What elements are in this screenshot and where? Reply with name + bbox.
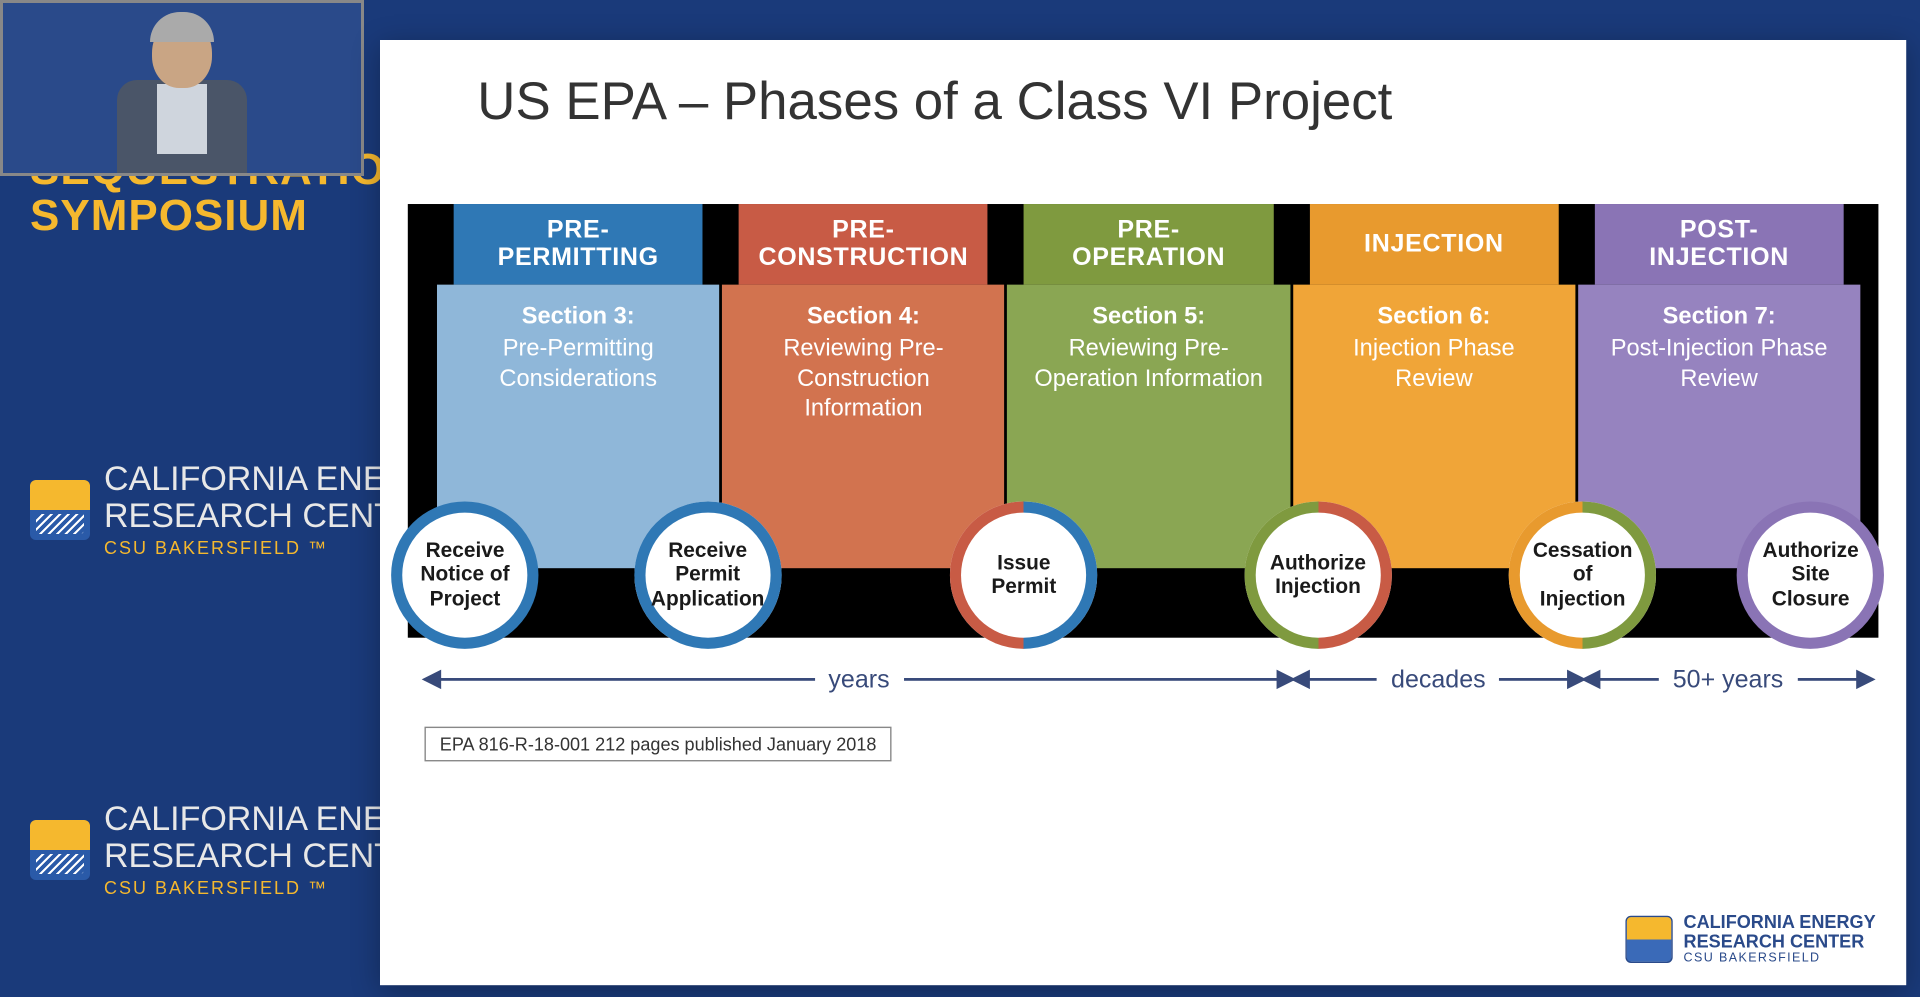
timeline-label: years: [815, 665, 904, 694]
footer-logo-icon: [1625, 915, 1672, 962]
milestone-circle: Cessation of Injection: [1509, 501, 1656, 648]
presentation-slide: US EPA – Phases of a Class VI Project PR…: [380, 40, 1906, 985]
footer-org-sub: CSU BAKERSFIELD: [1684, 952, 1876, 966]
timeline-segment: years: [424, 665, 1293, 694]
arrow-left-icon: [424, 678, 814, 681]
slide-footer-logo: CALIFORNIA ENERGY RESEARCH CENTER CSU BA…: [1625, 912, 1875, 965]
slide-title: US EPA – Phases of a Class VI Project: [380, 40, 1906, 133]
milestone-circle: Receive Notice of Project: [391, 501, 538, 648]
arrow-right-icon: [903, 678, 1293, 681]
milestone-circle: Authorize Site Closure: [1737, 501, 1884, 648]
timeline-label: decades: [1377, 665, 1499, 694]
footer-org-line1: CALIFORNIA ENERGY: [1684, 912, 1876, 932]
backdrop-logo-icon: [30, 480, 90, 540]
timeline: years decades 50+ years: [424, 652, 1872, 708]
arrow-left-icon: [1583, 678, 1659, 681]
speaker-silhouette: [122, 8, 242, 168]
footer-org-line2: RESEARCH CENTER: [1684, 932, 1876, 952]
timeline-label: 50+ years: [1659, 665, 1797, 694]
milestone-circle: Receive Permit Application: [634, 501, 781, 648]
timeline-segment: decades: [1294, 665, 1584, 694]
arrow-right-icon: [1500, 678, 1584, 681]
milestone-circle: Issue Permit: [950, 501, 1097, 648]
timeline-segment: 50+ years: [1583, 665, 1873, 694]
arrow-right-icon: [1797, 678, 1873, 681]
arrow-left-icon: [1294, 678, 1378, 681]
milestones-layer: Receive Notice of ProjectReceive Permit …: [408, 204, 1879, 638]
milestone-circle: Authorize Injection: [1244, 501, 1391, 648]
citation-box: EPA 816-R-18-001 212 pages published Jan…: [424, 727, 891, 762]
speaker-video-thumbnail: [0, 0, 364, 176]
phases-diagram: PRE-PERMITTINGSection 3:Pre-Permitting C…: [408, 204, 1879, 638]
backdrop-logo-icon: [30, 820, 90, 880]
